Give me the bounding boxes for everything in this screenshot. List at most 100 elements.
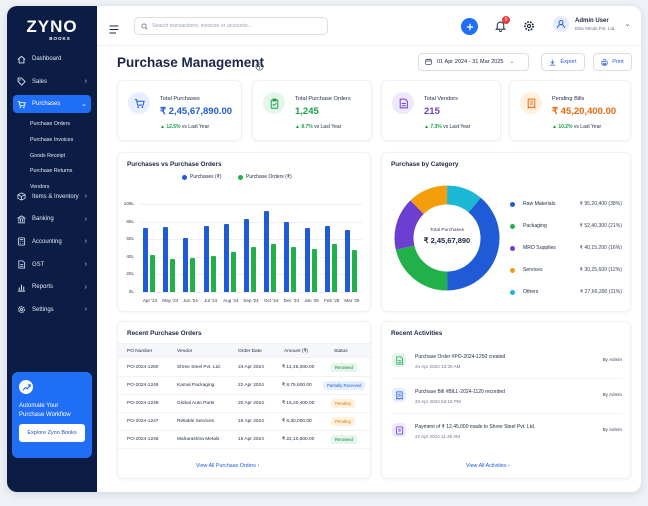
donut-slice-others[interactable] [392, 183, 502, 293]
chevron-right-icon: › [84, 306, 87, 314]
divider [392, 413, 622, 414]
bar-purchase-orders[interactable] [271, 244, 277, 292]
purchases-subnav: Purchase Orders Purchase Invoices Goods … [30, 120, 73, 199]
activity-item[interactable]: Purchase Order #PO-2024-1250 created 24 A… [392, 349, 622, 379]
donut-slice-mro-supplies[interactable] [392, 183, 502, 293]
kpi-label: Total Purchases [160, 96, 200, 102]
kpi-change: ▲ 12.5% vs Last Year [160, 124, 209, 130]
bar-purchase-orders[interactable] [291, 247, 297, 292]
sidebar-item-dashboard[interactable]: Dashboard [13, 50, 91, 68]
trend-up-icon [19, 380, 33, 394]
export-button[interactable]: Export [541, 53, 585, 71]
bar-purchases[interactable] [203, 226, 209, 292]
table-row[interactable]: PO-2024-1247 Reliable Services 18 Apr 2024… [118, 413, 372, 431]
view-all-orders-link[interactable]: View All Purchase Orders › [196, 463, 260, 469]
print-button[interactable]: Print [593, 53, 632, 71]
legend-swatch [510, 201, 515, 207]
category-legend-item[interactable]: Services ₹ 30,25,600 (12%) [510, 265, 622, 275]
sidebar-nav: Dashboard Sales › Purchases ⌄ [13, 50, 91, 323]
sidebar-item-reports[interactable]: Reports › [13, 278, 91, 296]
search-input[interactable] [152, 23, 322, 29]
subnav-vendors[interactable]: Vendors [30, 184, 50, 191]
category-legend-item[interactable]: MRO Supplies ₹ 40,15,200 (16%) [510, 243, 622, 253]
sidebar-item-label: Purchases [32, 101, 61, 108]
sidebar-item-purchases[interactable]: Purchases ⌄ [13, 95, 91, 114]
bar-purchase-orders[interactable] [190, 257, 196, 292]
activity-title: Purchase Bill #BILL-2024-1120 recorded [415, 389, 505, 395]
category-legend-item[interactable]: Packaging ₹ 52,40,300 (21%) [510, 221, 622, 231]
bar-purchase-orders[interactable] [230, 251, 236, 292]
status-badge: Pending [331, 417, 355, 426]
table-row[interactable]: PO-2024-1250 Shree Steel Pvt. Ltd. 24 Apr … [118, 359, 372, 377]
category-legend-item[interactable]: Raw Materials ₹ 95,20,400 (38%) [510, 199, 622, 209]
bar-purchases[interactable] [183, 238, 189, 292]
gear-icon [523, 19, 535, 36]
bar-purchases[interactable] [344, 229, 350, 292]
notifications-button[interactable]: 5 [494, 16, 510, 37]
donut-center-value: ₹ 2,45,67,890 [423, 236, 471, 245]
subnav-goods-receipt[interactable]: Goods Receipt [30, 152, 66, 159]
sidebar-item-sales[interactable]: Sales › [13, 73, 91, 91]
table-row[interactable]: PO-2024-1249 Kamal Packaging 22 Apr 2024 ₹ … [118, 377, 372, 395]
subnav-purchase-invoices[interactable]: Purchase Invoices [30, 136, 74, 143]
bar-purchase-orders[interactable] [150, 255, 156, 292]
order-date: 15 Apr 2024 [238, 437, 264, 442]
sidebar-item-gst[interactable]: GST › [13, 256, 91, 274]
date-range-picker[interactable]: 01 Apr 2024 - 31 Mar 2025 ⌄ [418, 53, 529, 71]
search-box[interactable] [134, 17, 328, 35]
bar-purchases[interactable] [143, 227, 149, 292]
table-row[interactable]: PO-2024-1246 Maharashtra Metals 15 Apr 202… [118, 431, 372, 449]
sidebar-item-banking[interactable]: Banking › [13, 210, 91, 228]
add-button[interactable] [461, 18, 478, 35]
view-all-activities-link[interactable]: View All Activities › [466, 463, 510, 469]
order-date: 24 Apr 2024 [238, 365, 264, 370]
explore-button[interactable]: Explore Zyno Books [19, 424, 85, 442]
subnav-purchase-returns[interactable]: Purchase Returns [30, 168, 73, 175]
bar-purchase-orders[interactable] [351, 249, 357, 292]
bar-purchases[interactable] [223, 224, 229, 292]
activity-item[interactable]: Purchase Bill #BILL-2024-1120 recorded 23… [392, 384, 622, 414]
sidebar: ZYNO BOOKS Dashboard Sales › [7, 6, 97, 492]
bill-icon [520, 92, 542, 114]
logo[interactable]: ZYNO BOOKS [7, 18, 97, 41]
table-row[interactable]: PO-2024-1248 Global Auto Parts 20 Apr 2024… [118, 395, 372, 413]
bar-purchase-orders[interactable] [251, 247, 256, 292]
avatar [553, 16, 569, 32]
document-icon [17, 260, 26, 269]
legend-swatch [510, 289, 515, 295]
clipboard-icon [263, 92, 285, 114]
user-name: Admin User [575, 17, 609, 24]
panel-title: Recent Activities [391, 330, 443, 337]
sidebar-item-settings[interactable]: Settings › [13, 301, 91, 319]
settings-button[interactable] [523, 19, 535, 37]
category-name: Raw Materials [523, 201, 556, 207]
category-legend-item[interactable]: Others ₹ 27,66,390 (11%) [510, 287, 622, 297]
sidebar-item-items-inventory[interactable]: Items & Inventory › [13, 188, 91, 206]
bar-purchases[interactable] [244, 218, 249, 292]
column-header: Vendor [177, 349, 193, 354]
chevron-down-icon: ⌄ [81, 101, 87, 109]
bar-purchases[interactable] [264, 211, 270, 292]
bar-purchase-orders[interactable] [210, 255, 216, 292]
user-menu[interactable]: Admin User Elite Minds Pvt. Ltd. ⌄ [553, 16, 630, 32]
bar-purchase-orders[interactable] [331, 244, 337, 292]
recent-activities-panel: Recent Activities Purchase Order #PO-202… [381, 321, 631, 479]
activity-item[interactable]: Payment of ₹ 12,45,000 made to Shree Ste… [392, 419, 622, 449]
column-header: Order Date [238, 349, 262, 354]
document-icon [392, 353, 406, 367]
bar-purchase-orders[interactable] [311, 248, 317, 292]
legend-item-purchase-orders: Purchase Orders (₹) [238, 174, 292, 180]
sidebar-item-accounting[interactable]: Accounting › [13, 233, 91, 251]
donut-slice-packaging[interactable] [392, 183, 502, 293]
subnav-purchase-orders[interactable]: Purchase Orders [30, 121, 71, 127]
recent-orders-panel: Recent Purchase Orders PO Number Vendor … [117, 321, 372, 479]
info-icon[interactable] [255, 58, 264, 76]
bar-purchases[interactable] [163, 226, 169, 292]
bar-purchase-orders[interactable] [170, 258, 176, 292]
view-all-label: View All Purchase Orders [196, 463, 256, 469]
bar-purchases[interactable] [324, 226, 330, 292]
bar-purchases[interactable] [304, 227, 310, 292]
bar-purchases[interactable] [284, 222, 290, 292]
po-number: PO-2024-1250 [127, 365, 159, 370]
menu-icon[interactable] [109, 21, 119, 39]
